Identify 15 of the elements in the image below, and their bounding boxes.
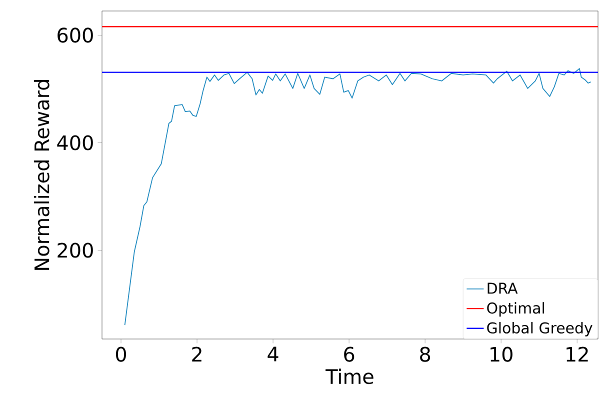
x-tick-label: 2 (192, 346, 202, 362)
x-tick-label: 4 (268, 346, 278, 362)
legend-label: Optimal (487, 302, 544, 317)
y-axis-title: Normalized Reward (34, 80, 50, 270)
legend-label: Global Greedy (487, 322, 592, 336)
y-tick-label: 200 (58, 242, 93, 258)
x-tick-label: 8 (420, 346, 430, 362)
x-tick-label: 12 (566, 346, 588, 362)
x-tick-label: 10 (490, 346, 512, 362)
x-axis-title: Time (326, 368, 374, 384)
legend-label: DRA (488, 282, 518, 294)
y-tick-label: 600 (58, 28, 93, 43)
y-tick-label: 400 (57, 135, 93, 150)
x-tick-label: 0 (116, 346, 126, 362)
x-tick-label: 6 (344, 346, 354, 362)
